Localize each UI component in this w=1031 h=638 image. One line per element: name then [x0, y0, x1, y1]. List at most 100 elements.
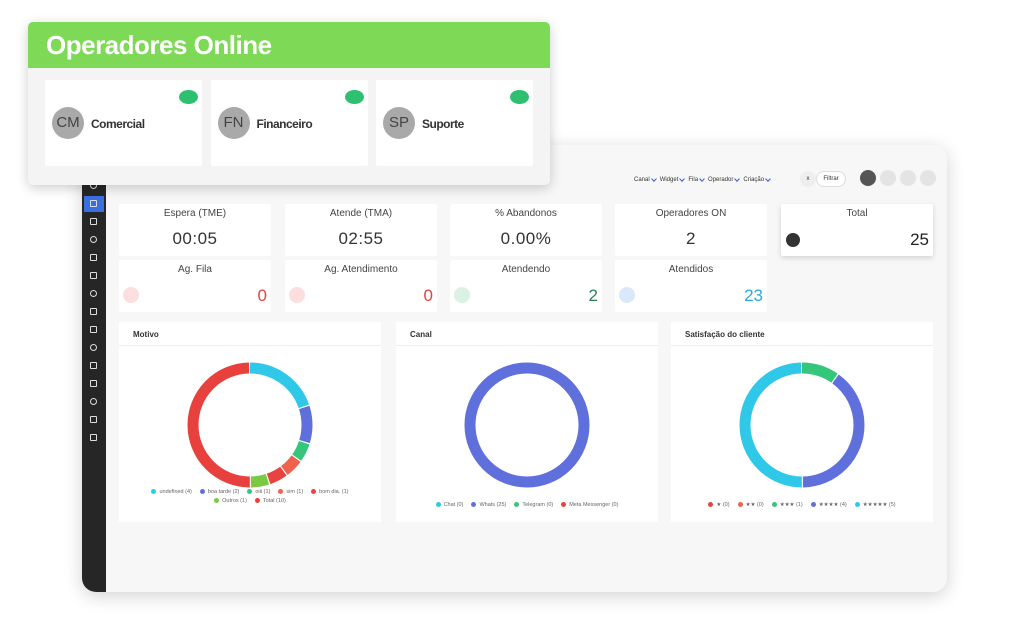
queue-card: Ag. Atendimento 0: [285, 260, 437, 312]
sidebar-icon[interactable]: [90, 380, 97, 387]
toolbar-icon[interactable]: [880, 170, 896, 186]
stat-value: 0.00%: [500, 229, 552, 248]
legend-swatch: [151, 489, 157, 495]
stat-label: Atende (TMA): [329, 208, 393, 219]
sidebar-icon[interactable]: [90, 362, 97, 369]
legend-label: undefined (4): [159, 489, 192, 495]
sidebar-icon[interactable]: [90, 326, 97, 333]
dropdown-caret: [679, 176, 686, 182]
stat-value: 00:05: [172, 229, 218, 248]
stat-icon: [786, 233, 800, 247]
stat-label: Total: [846, 208, 868, 219]
legend-label: bom dia. (1): [319, 489, 349, 495]
legend-label: ★ (0): [716, 502, 730, 508]
donut-slice: [187, 362, 313, 488]
legend-item[interactable]: oiii (1): [247, 489, 270, 495]
toolbar-icon[interactable]: [900, 170, 916, 186]
sidebar-icon[interactable]: [90, 434, 97, 441]
chart-panel: Canal Chat (0) Whats (25) Telegram (0) Meta …: [396, 322, 658, 522]
legend-label: Outros (1): [222, 498, 247, 504]
stat-value: 25: [910, 230, 929, 249]
legend-item[interactable]: undefined (4): [151, 489, 192, 495]
legend-swatch: [214, 498, 220, 504]
legend-swatch: [514, 502, 520, 508]
legend-item[interactable]: sim (1): [278, 489, 303, 495]
stat-card: Espera (TME) 00:05: [119, 204, 271, 256]
sidebar-icon[interactable]: [90, 398, 97, 405]
filter-dropdown[interactable]: Fila: [688, 177, 699, 183]
queue-label: Ag. Fila: [178, 264, 212, 275]
dashboard-window: Canal Widget Fila Operador Criação x Filtrar E…: [82, 145, 947, 592]
legend-label: ★★★★ (4): [818, 502, 847, 508]
donut-slice: [739, 362, 865, 488]
queue-label: Ag. Atendimento: [324, 264, 398, 275]
legend-item[interactable]: Outros (1): [214, 498, 247, 504]
sidebar-icon[interactable]: [90, 254, 97, 261]
donut-slice: [187, 362, 313, 488]
legend-item[interactable]: Total (10): [254, 498, 286, 504]
legend-label: Whats (25): [479, 502, 507, 508]
sidebar-icon[interactable]: [90, 308, 97, 315]
legend-item[interactable]: ★★ (0): [737, 502, 764, 508]
dropdown-caret: [650, 176, 657, 182]
operator-avatar: CM: [52, 107, 84, 139]
filter-dropdown[interactable]: Operador: [708, 177, 734, 183]
legend-swatch: [435, 502, 441, 508]
operator-name: Financeiro: [256, 117, 313, 131]
dropdown-caret: [734, 176, 741, 182]
filter-bar: Canal Widget Fila Operador Criação x Filtrar: [634, 170, 936, 195]
donut-chart: [187, 362, 313, 488]
sidebar-icon[interactable]: [90, 290, 97, 297]
stat-card: Operadores ON 2: [615, 204, 767, 256]
sidebar-icon[interactable]: [90, 272, 97, 279]
legend-item[interactable]: ★★★ (1): [771, 502, 803, 508]
sidebar: [82, 145, 106, 592]
legend-item[interactable]: ★ (0): [708, 502, 730, 508]
toolbar-icon[interactable]: [920, 170, 936, 186]
stat-label: Operadores ON: [655, 208, 727, 219]
filter-button[interactable]: Filtrar: [816, 171, 846, 187]
filter-dropdown[interactable]: Criação: [743, 177, 765, 183]
legend-item[interactable]: boa tarde (2): [199, 489, 239, 495]
chat-icon: [344, 90, 364, 104]
chart-title: Canal: [396, 322, 658, 346]
legend-item[interactable]: bom dia. (1): [311, 489, 349, 495]
sidebar-icon[interactable]: [90, 416, 97, 423]
operator-card[interactable]: FN Financeiro: [210, 80, 368, 166]
queue-icon: [619, 287, 635, 303]
sidebar-icon[interactable]: [90, 236, 97, 243]
legend-item[interactable]: Telegram (0): [514, 502, 553, 508]
sidebar-icon[interactable]: [90, 200, 97, 207]
sidebar-icon[interactable]: [90, 344, 97, 351]
legend-item[interactable]: Chat (0): [435, 502, 464, 508]
legend-swatch: [771, 502, 777, 508]
legend-label: Chat (0): [443, 502, 464, 508]
legend-item[interactable]: Meta Messenger (0): [561, 502, 618, 508]
legend-item[interactable]: ★★★★★ (5): [854, 502, 896, 508]
legend-swatch: [247, 489, 253, 495]
chat-icon: [510, 90, 529, 104]
legend-swatch: [737, 502, 743, 508]
sidebar-icon[interactable]: [90, 218, 97, 225]
legend-item[interactable]: ★★★★ (4): [810, 502, 847, 508]
chart-legend: ★ (0) ★★ (0) ★★★ (1) ★★★★ (4) ★★★★★ (5): [687, 502, 917, 508]
stat-value: 2: [686, 229, 696, 248]
operators-title: Operadores Online: [28, 22, 550, 68]
chart-title: Motivo: [119, 322, 381, 346]
chart-legend: undefined (4) boa tarde (2) oiii (1) sim (1…: [135, 489, 365, 504]
donut-slice: [187, 362, 313, 488]
filter-dropdown[interactable]: Widget: [659, 177, 679, 183]
operator-avatar: FN: [217, 107, 250, 139]
clear-button[interactable]: x: [800, 171, 816, 187]
toolbar-icon[interactable]: [860, 170, 876, 186]
chart-title: Satisfação do cliente: [671, 322, 933, 346]
chat-icon: [179, 90, 198, 104]
legend-swatch: [278, 489, 284, 495]
operator-card[interactable]: CM Comercial: [45, 80, 202, 166]
operator-card[interactable]: SP Suporte: [376, 80, 533, 166]
queue-card: Atendidos 23: [615, 260, 767, 312]
legend-item[interactable]: Whats (25): [471, 502, 506, 508]
legend-label: Total (10): [262, 498, 286, 504]
filter-dropdown[interactable]: Canal: [634, 177, 650, 183]
